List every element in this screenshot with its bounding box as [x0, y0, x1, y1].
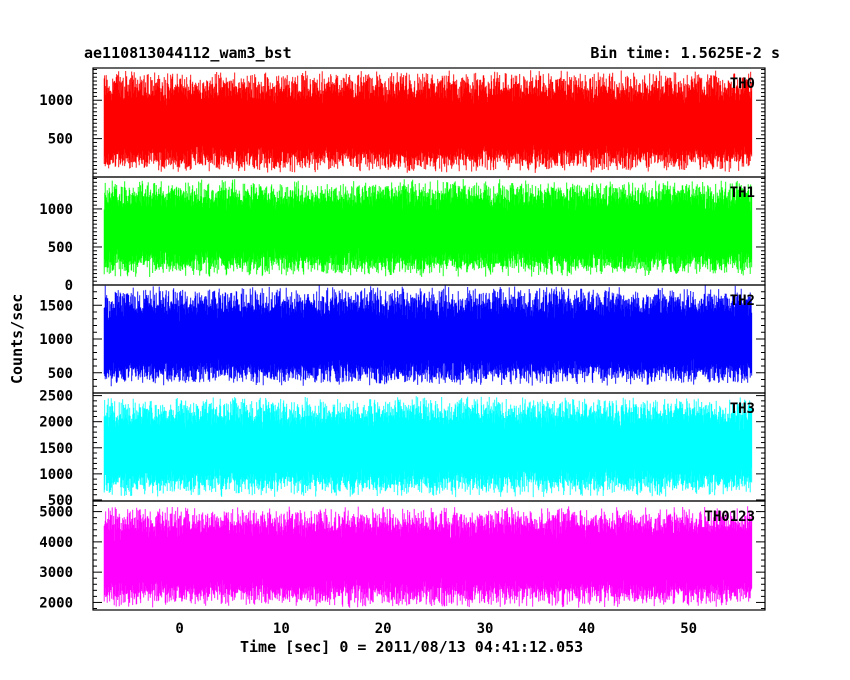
panel-label-th3: TH3 [730, 401, 755, 417]
x-tick-label: 40 [578, 621, 595, 637]
y-tick-label: 0 [65, 278, 73, 294]
y-tick-label: 2500 [39, 389, 73, 405]
y-tick-label: 2000 [39, 595, 73, 611]
series-th2 [103, 285, 753, 387]
x-tick-label: 20 [375, 621, 392, 637]
y-tick-label: 1000 [39, 467, 73, 483]
y-tick-label: 500 [48, 366, 73, 382]
y-tick-label: 1500 [39, 441, 73, 457]
y-tick-label: 3000 [39, 565, 73, 581]
x-tick-label: 30 [477, 621, 494, 637]
panel-frame-th0123 [92, 500, 766, 611]
bin-time-label: Bin time: 1.5625E-2 s [590, 44, 780, 62]
y-tick-label: 500 [48, 132, 73, 148]
y-tick-label: 500 [48, 240, 73, 256]
y-tick-label: 4000 [39, 535, 73, 551]
series-th3 [103, 396, 753, 498]
y-tick-label: 1000 [39, 202, 73, 218]
series-th0 [103, 70, 753, 173]
chart-title: ae110813044112_wam3_bst [84, 44, 292, 62]
y-tick-label: 1000 [39, 332, 73, 348]
x-tick-label: 10 [273, 621, 290, 637]
y-tick-label: 5000 [39, 505, 73, 521]
panel-label-th0123: TH0123 [704, 509, 755, 525]
panel-label-th2: TH2 [730, 293, 755, 309]
x-tick-label: 0 [175, 621, 183, 637]
panel-label-th0: TH0 [730, 76, 755, 92]
panel-label-th1: TH1 [730, 185, 755, 201]
y-tick-label: 500 [48, 493, 73, 509]
series-th0123 [103, 506, 753, 608]
y-tick-label: 1500 [39, 298, 73, 314]
y-tick-label: 1000 [39, 93, 73, 109]
x-tick-label: 50 [680, 621, 697, 637]
y-tick-label: 2000 [39, 415, 73, 431]
x-axis-label: Time [sec] 0 = 2011/08/13 04:41:12.053 [240, 638, 584, 656]
series-th1 [103, 179, 753, 277]
